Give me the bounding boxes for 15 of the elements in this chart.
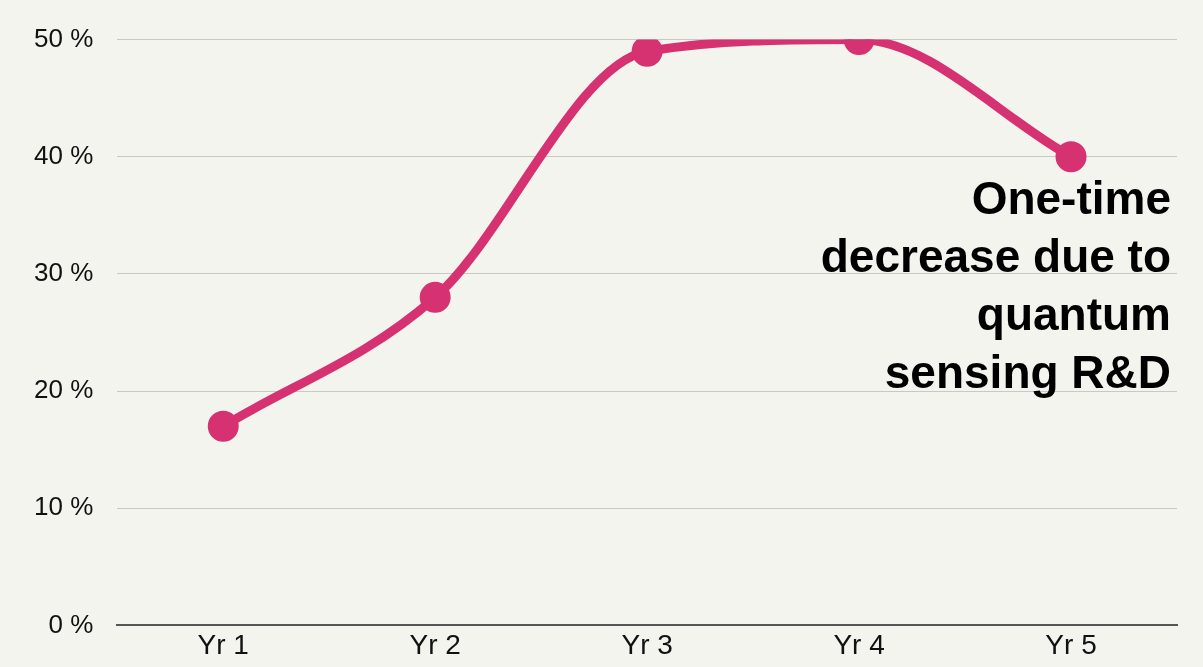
- annotation: One-time decrease due to quantum sensing R&D: [820, 172, 1172, 399]
- y-tick-label: 30 %: [34, 257, 94, 288]
- x-tick-label: Yr 3: [621, 628, 673, 660]
- y-tick-label: 0 %: [48, 608, 94, 639]
- x-tick-label: Yr 1: [197, 628, 249, 660]
- y-tick-label: 20 %: [34, 374, 94, 405]
- point: [419, 281, 451, 313]
- y-tick-label: 40 %: [34, 139, 94, 170]
- y-tick-label: 50 %: [34, 22, 94, 53]
- point: [207, 410, 239, 442]
- point: [1055, 141, 1087, 173]
- x-tick-label: Yr 5: [1045, 628, 1097, 660]
- x-tick-label: Yr 4: [833, 628, 885, 660]
- x-tick-label: Yr 2: [409, 628, 461, 660]
- y-tick-label: 10 %: [34, 491, 94, 522]
